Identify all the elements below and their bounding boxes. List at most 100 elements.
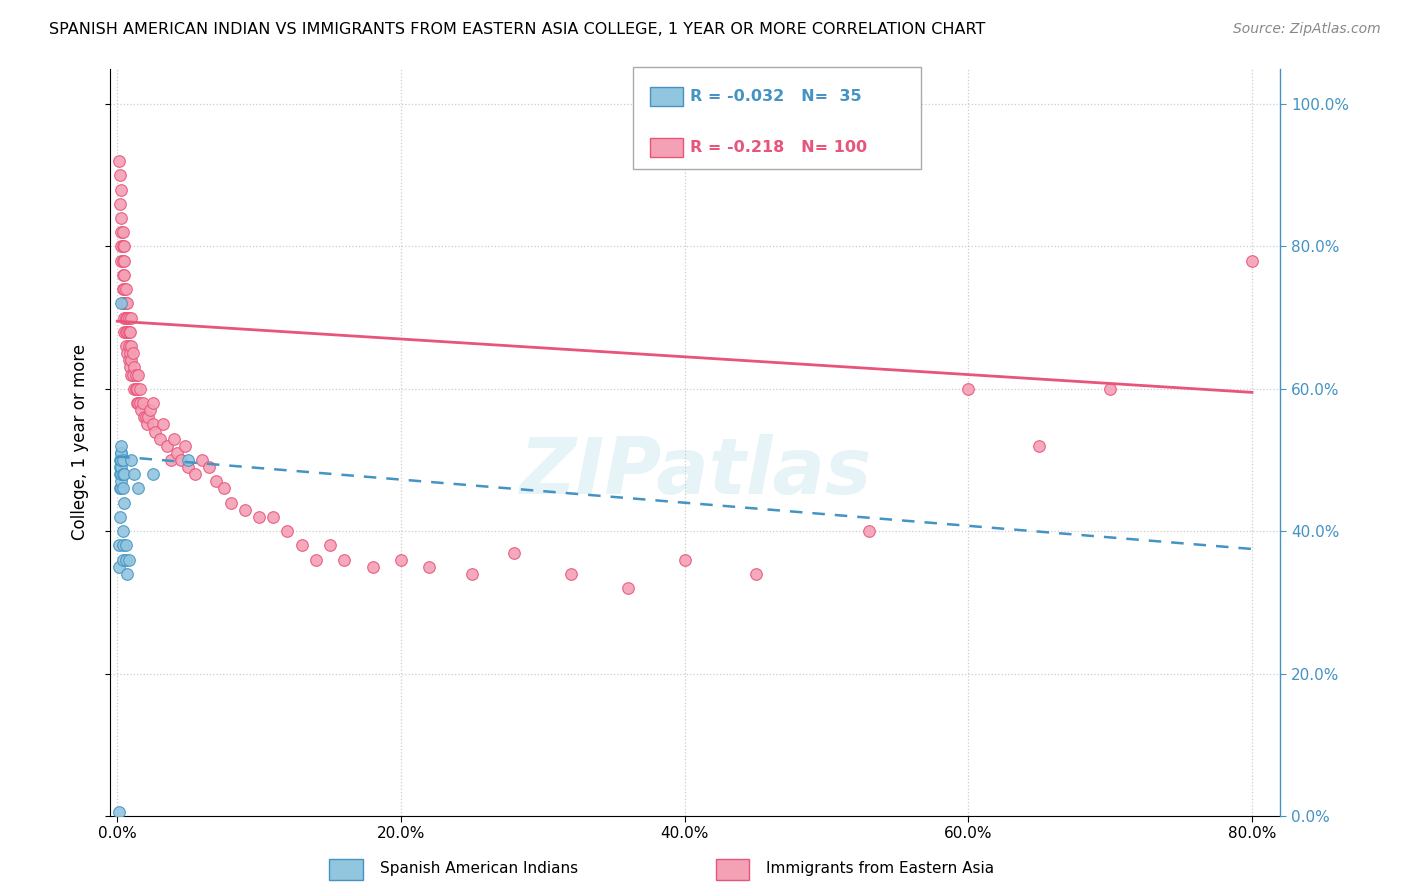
Point — [152, 417, 174, 432]
Point — [305, 552, 328, 566]
Point — [219, 496, 242, 510]
Point — [112, 239, 135, 253]
Point — [276, 524, 298, 538]
Text: R = -0.032   N=  35: R = -0.032 N= 35 — [690, 89, 862, 103]
Point — [107, 559, 129, 574]
Point — [118, 346, 141, 360]
Point — [117, 339, 139, 353]
Point — [174, 439, 197, 453]
Point — [111, 253, 134, 268]
Point — [1099, 382, 1122, 396]
Point — [114, 325, 136, 339]
Point — [107, 154, 129, 169]
Point — [110, 296, 132, 310]
Point — [108, 482, 131, 496]
Point — [110, 439, 132, 453]
Point — [1240, 253, 1263, 268]
Y-axis label: College, 1 year or more: College, 1 year or more — [72, 344, 89, 541]
Point — [112, 467, 135, 482]
Point — [128, 396, 150, 410]
Point — [129, 403, 152, 417]
Point — [111, 482, 134, 496]
Point — [122, 382, 145, 396]
Point — [111, 268, 134, 282]
Point — [110, 253, 132, 268]
Point — [461, 566, 484, 581]
Point — [111, 467, 134, 482]
Point — [117, 325, 139, 339]
Text: SPANISH AMERICAN INDIAN VS IMMIGRANTS FROM EASTERN ASIA COLLEGE, 1 YEAR OR MORE : SPANISH AMERICAN INDIAN VS IMMIGRANTS FR… — [49, 22, 986, 37]
Point — [205, 475, 228, 489]
Point — [118, 325, 141, 339]
Point — [115, 346, 138, 360]
Point — [110, 239, 132, 253]
Point — [127, 482, 149, 496]
Point — [110, 453, 132, 467]
Point — [120, 353, 142, 368]
Point — [112, 296, 135, 310]
Point — [111, 552, 134, 566]
Point — [131, 396, 153, 410]
Point — [389, 552, 412, 566]
Point — [142, 467, 165, 482]
Point — [117, 310, 139, 325]
Point — [111, 453, 134, 467]
Point — [139, 403, 162, 417]
Point — [333, 552, 356, 566]
Point — [114, 538, 136, 552]
Point — [160, 453, 183, 467]
Point — [177, 460, 200, 475]
Point — [560, 566, 582, 581]
Point — [128, 382, 150, 396]
Point — [124, 382, 146, 396]
Point — [111, 524, 134, 538]
Point — [110, 182, 132, 196]
Point — [107, 538, 129, 552]
Point — [108, 510, 131, 524]
Point — [125, 396, 148, 410]
Point — [112, 282, 135, 296]
Point — [112, 253, 135, 268]
Point — [115, 566, 138, 581]
Point — [110, 453, 132, 467]
Text: Spanish American Indians: Spanish American Indians — [380, 862, 578, 876]
Point — [156, 439, 179, 453]
Point — [110, 225, 132, 239]
Point — [118, 360, 141, 375]
Point — [110, 211, 132, 225]
Point — [108, 169, 131, 183]
Point — [121, 368, 143, 382]
Text: Immigrants from Eastern Asia: Immigrants from Eastern Asia — [766, 862, 994, 876]
Point — [120, 368, 142, 382]
Point — [957, 382, 980, 396]
Point — [191, 453, 214, 467]
Point — [149, 432, 172, 446]
Point — [114, 296, 136, 310]
Point — [111, 239, 134, 253]
Point — [108, 453, 131, 467]
Point — [111, 282, 134, 296]
Point — [233, 503, 256, 517]
Point — [122, 467, 145, 482]
Point — [117, 353, 139, 368]
Point — [138, 410, 160, 425]
Point — [121, 346, 143, 360]
Point — [858, 524, 880, 538]
Point — [122, 360, 145, 375]
Point — [125, 382, 148, 396]
Point — [110, 482, 132, 496]
Point — [145, 425, 167, 439]
Point — [114, 552, 136, 566]
Point — [120, 310, 142, 325]
Point — [134, 410, 156, 425]
Point — [184, 467, 207, 482]
Point — [124, 368, 146, 382]
Point — [673, 552, 696, 566]
Point — [107, 805, 129, 820]
Point — [120, 339, 142, 353]
Point — [114, 310, 136, 325]
Point — [163, 432, 186, 446]
Point — [503, 545, 526, 559]
Point — [142, 417, 165, 432]
Point — [108, 460, 131, 475]
